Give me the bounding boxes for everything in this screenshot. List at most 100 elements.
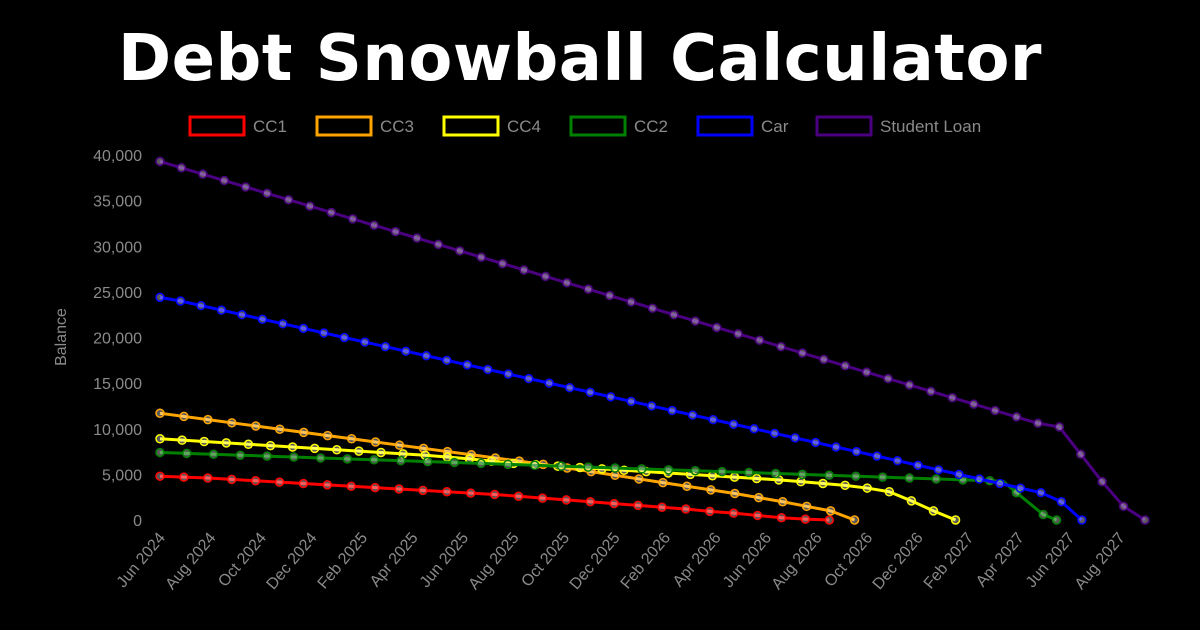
data-point: [872, 451, 882, 461]
data-point: [442, 452, 453, 462]
data-point: [777, 497, 788, 507]
y-axis-label: Balance: [53, 308, 70, 366]
x-tick-label: Jun 2026: [720, 530, 775, 591]
data-point: [883, 373, 893, 384]
legend-item: CC2: [569, 115, 668, 137]
legend-label: CC3: [380, 117, 414, 136]
data-point: [198, 169, 208, 179]
data-point: [904, 380, 915, 390]
data-point: [862, 483, 872, 493]
data-point: [396, 455, 406, 466]
data-point: [752, 510, 763, 521]
x-tick-label: Aug 2024: [163, 530, 220, 593]
data-point: [913, 460, 923, 470]
data-point: [626, 396, 636, 407]
x-tick-label: Apr 2026: [670, 530, 725, 591]
data-point: [728, 419, 739, 429]
data-point: [1036, 487, 1046, 498]
data-point: [717, 466, 727, 477]
data-point: [251, 421, 261, 431]
data-point: [262, 451, 272, 461]
data-point: [155, 471, 165, 481]
data-point: [754, 335, 765, 345]
data-point: [287, 442, 298, 452]
data-point: [442, 486, 452, 497]
x-tick-label: Jun 2027: [1023, 530, 1078, 591]
data-point: [208, 449, 219, 460]
data-point: [390, 226, 401, 237]
legend-item: CC4: [442, 115, 541, 137]
data-point: [418, 485, 428, 496]
y-tick-label: 10,000: [93, 422, 142, 439]
data-point: [540, 271, 551, 282]
data-point: [1054, 422, 1065, 432]
data-point: [605, 392, 616, 402]
data-point: [442, 355, 452, 366]
data-point: [770, 468, 781, 479]
data-point: [1056, 497, 1067, 507]
data-point: [283, 194, 294, 205]
legend-swatch: [442, 115, 500, 137]
data-point: [831, 442, 841, 452]
x-tick-label: Dec 2025: [567, 530, 624, 593]
data-point: [947, 392, 958, 403]
data-point: [326, 207, 337, 218]
legend: CC1 CC3 CC4 CC2 Car Student Loan: [188, 115, 981, 137]
data-point: [810, 437, 821, 448]
data-point: [274, 477, 285, 487]
data-point: [421, 351, 432, 361]
data-point: [227, 418, 237, 428]
data-point: [203, 414, 213, 425]
data-point: [681, 504, 691, 514]
data-point: [824, 470, 834, 481]
data-point: [179, 411, 189, 422]
x-tick-label: Dec 2024: [264, 530, 321, 593]
y-tick-label: 0: [133, 513, 142, 530]
data-point: [462, 360, 473, 370]
data-point: [840, 361, 850, 371]
data-point: [729, 472, 740, 482]
data-point: [319, 328, 329, 338]
data-point: [476, 252, 486, 262]
data-point: [776, 512, 787, 523]
data-point: [730, 488, 740, 499]
y-tick-label: 5,000: [102, 467, 142, 484]
data-point: [360, 337, 370, 347]
data-point: [733, 329, 743, 339]
data-point: [974, 474, 985, 484]
x-tick-label: Feb 2027: [921, 530, 978, 593]
data-point: [877, 472, 888, 482]
x-tick-label: Feb 2026: [618, 530, 675, 593]
data-point: [155, 156, 165, 167]
legend-label: CC4: [507, 117, 541, 136]
legend-label: Student Loan: [880, 117, 981, 136]
data-point: [513, 491, 524, 502]
data-point: [840, 480, 850, 491]
data-point: [824, 515, 835, 525]
data-point: [633, 500, 643, 511]
data-point: [449, 457, 460, 468]
data-point: [219, 175, 229, 186]
legend-swatch: [315, 115, 373, 137]
data-point: [1033, 418, 1043, 429]
data-point: [265, 440, 276, 451]
data-point: [235, 450, 246, 460]
data-point: [687, 410, 698, 420]
data-point: [1140, 515, 1150, 525]
series-cc1: [155, 471, 835, 525]
data-point: [657, 502, 667, 512]
data-point: [216, 305, 227, 315]
data-point: [523, 373, 534, 384]
legend-swatch: [188, 115, 246, 137]
data-point: [1076, 449, 1086, 460]
data-point: [346, 434, 357, 444]
data-point: [682, 481, 692, 491]
data-point: [705, 506, 715, 517]
data-point: [394, 440, 405, 450]
data-point: [370, 437, 381, 447]
legend-swatch: [569, 115, 627, 137]
y-tick-label: 35,000: [93, 194, 142, 211]
data-point: [155, 292, 165, 303]
data-point: [711, 322, 722, 333]
